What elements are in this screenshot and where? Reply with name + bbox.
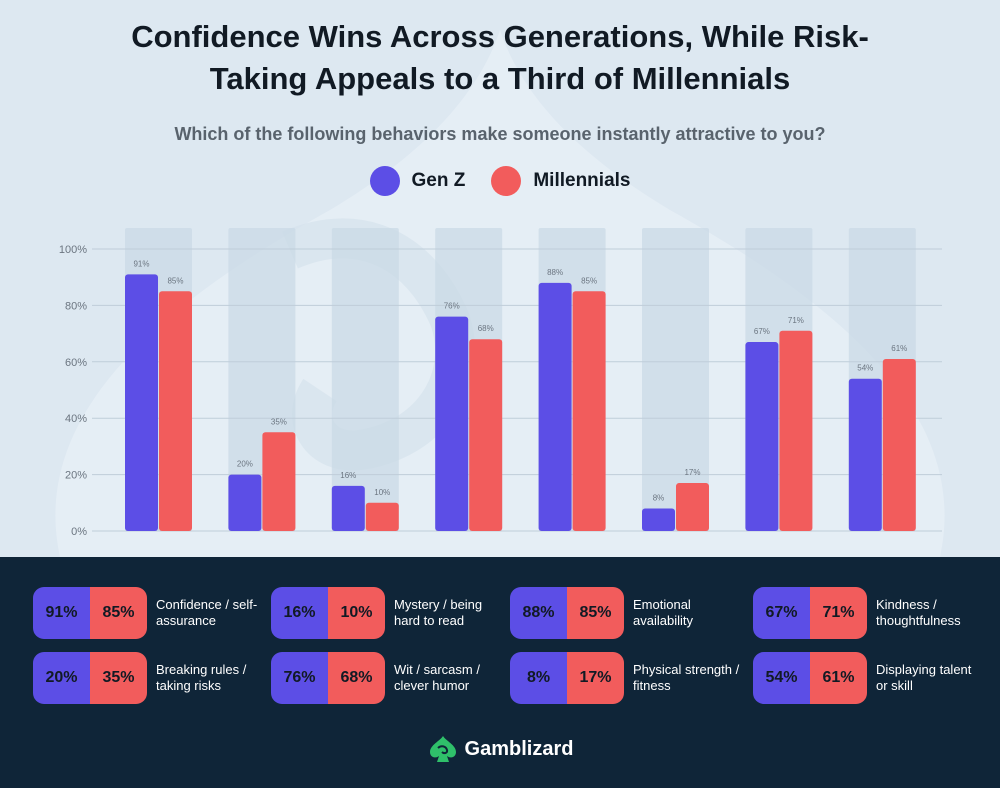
data-label: 67% (754, 327, 770, 336)
percent-pill: 20% 35% (33, 652, 147, 704)
bar-genz (848, 378, 882, 531)
millennials-percent: 17% (567, 652, 624, 704)
genz-percent: 91% (33, 587, 90, 639)
percent-pill: 54% 61% (753, 652, 867, 704)
data-label: 91% (133, 259, 149, 268)
legend-label-millennials: Millennials (533, 170, 631, 191)
category-band (331, 228, 399, 531)
bar-millennials (262, 432, 296, 531)
behavior-label: Emotional availability (633, 597, 693, 628)
bar-chart: 0% 20% 40% 60% 80% 100% 91% 20% 16% 76% 88% 8% 67% 54… (59, 228, 942, 538)
summary-card: 20% 35% Breaking rules / taking risks (33, 652, 266, 704)
data-label: 17% (684, 468, 700, 477)
data-label: 88% (547, 268, 563, 277)
legend-swatch-millennials (491, 166, 522, 196)
millennials-percent: 35% (90, 652, 147, 704)
percent-pill: 67% 71% (753, 587, 867, 639)
chart-title: Confidence Wins Across Generations, Whil… (0, 16, 1000, 100)
data-label: 8% (653, 493, 665, 502)
summary-card: 76% 68% Wit / sarcasm / clever humor (271, 652, 504, 704)
bar-millennials (572, 291, 606, 531)
bar-genz (435, 316, 469, 531)
genz-percent: 16% (271, 587, 328, 639)
percent-pill: 76% 68% (271, 652, 385, 704)
summary-card: 8% 17% Physical strength / fitness (510, 652, 743, 704)
data-label: 76% (444, 302, 460, 311)
y-tick-label: 100% (59, 244, 87, 256)
data-label: 35% (271, 417, 287, 426)
y-tick-label: 60% (65, 357, 87, 369)
bar-genz (642, 508, 675, 531)
millennials-percent: 85% (90, 587, 147, 639)
millennials-percent: 71% (810, 587, 867, 639)
behavior-label: Kindness / thoughtfulness (876, 597, 961, 628)
bar-millennials (779, 330, 813, 531)
bar-millennials (159, 291, 192, 531)
genz-percent: 54% (753, 652, 810, 704)
summary-card: 88% 85% Emotional availability (510, 587, 743, 639)
percent-pill: 88% 85% (510, 587, 624, 639)
bar-millennials (365, 502, 399, 531)
millennials-percent: 10% (328, 587, 385, 639)
summary-card: 67% 71% Kindness / thoughtfulness (753, 587, 986, 639)
data-label: 10% (374, 488, 390, 497)
legend-item-genz: Gen Z (369, 166, 466, 196)
summary-card: 16% 10% Mystery / being hard to read (271, 587, 504, 639)
data-label: 85% (167, 276, 183, 285)
millennials-percent: 61% (810, 652, 867, 704)
brand-name: Gamblizard (464, 737, 574, 760)
millennials-percent: 68% (328, 652, 385, 704)
legend-swatch-genz (369, 166, 400, 196)
data-label: 68% (478, 324, 494, 333)
chart-panel: Confidence Wins Across Generations, Whil… (0, 16, 1000, 538)
data-label: 54% (857, 364, 873, 373)
category-band (642, 228, 709, 531)
y-tick-label: 0% (71, 526, 87, 538)
bar-genz (228, 474, 262, 531)
legend: Gen Z Millennials (0, 166, 1000, 196)
bar-genz (125, 274, 158, 531)
data-label: 85% (581, 276, 597, 285)
brand-logo: Gamblizard (0, 735, 1000, 763)
title-line-2: Taking Appeals to a Third of Millennials (209, 61, 791, 96)
data-label: 20% (237, 460, 253, 469)
behavior-label: Displaying talent or skill (876, 662, 972, 693)
data-label: 16% (340, 471, 356, 480)
legend-label-genz: Gen Z (411, 170, 466, 191)
bar-genz (745, 342, 779, 531)
y-tick-label: 80% (65, 300, 87, 312)
genz-percent: 8% (510, 652, 567, 704)
y-tick-label: 40% (65, 413, 87, 425)
behavior-label: Confidence / self-assurance (156, 597, 258, 628)
genz-percent: 88% (510, 587, 567, 639)
bar-genz (331, 485, 365, 531)
bar-millennials (676, 483, 709, 531)
genz-percent: 67% (753, 587, 810, 639)
genz-percent: 76% (271, 652, 328, 704)
data-label: 61% (891, 344, 907, 353)
title-line-1: Confidence Wins Across Generations, Whil… (131, 19, 869, 54)
behavior-label: Breaking rules / taking risks (156, 662, 247, 693)
percent-pill: 16% 10% (271, 587, 385, 639)
data-label: 71% (788, 316, 804, 325)
chart-subtitle: Which of the following behaviors make so… (174, 124, 826, 144)
percent-pill: 8% 17% (510, 652, 624, 704)
summary-card: 91% 85% Confidence / self-assurance (33, 587, 266, 639)
behavior-label: Wit / sarcasm / clever humor (394, 662, 480, 693)
genz-percent: 20% (33, 652, 90, 704)
lizard-spade-icon (429, 736, 456, 762)
millennials-percent: 85% (567, 587, 624, 639)
bar-millennials (882, 358, 916, 531)
summary-card: 54% 61% Displaying talent or skill (753, 652, 986, 704)
behavior-label: Physical strength / fitness (633, 662, 740, 693)
y-tick-label: 20% (65, 470, 87, 482)
percent-pill: 91% 85% (33, 587, 147, 639)
legend-item-millennials: Millennials (491, 166, 630, 196)
bar-millennials (469, 339, 503, 531)
behavior-label: Mystery / being hard to read (394, 597, 483, 628)
bar-genz (538, 282, 572, 531)
